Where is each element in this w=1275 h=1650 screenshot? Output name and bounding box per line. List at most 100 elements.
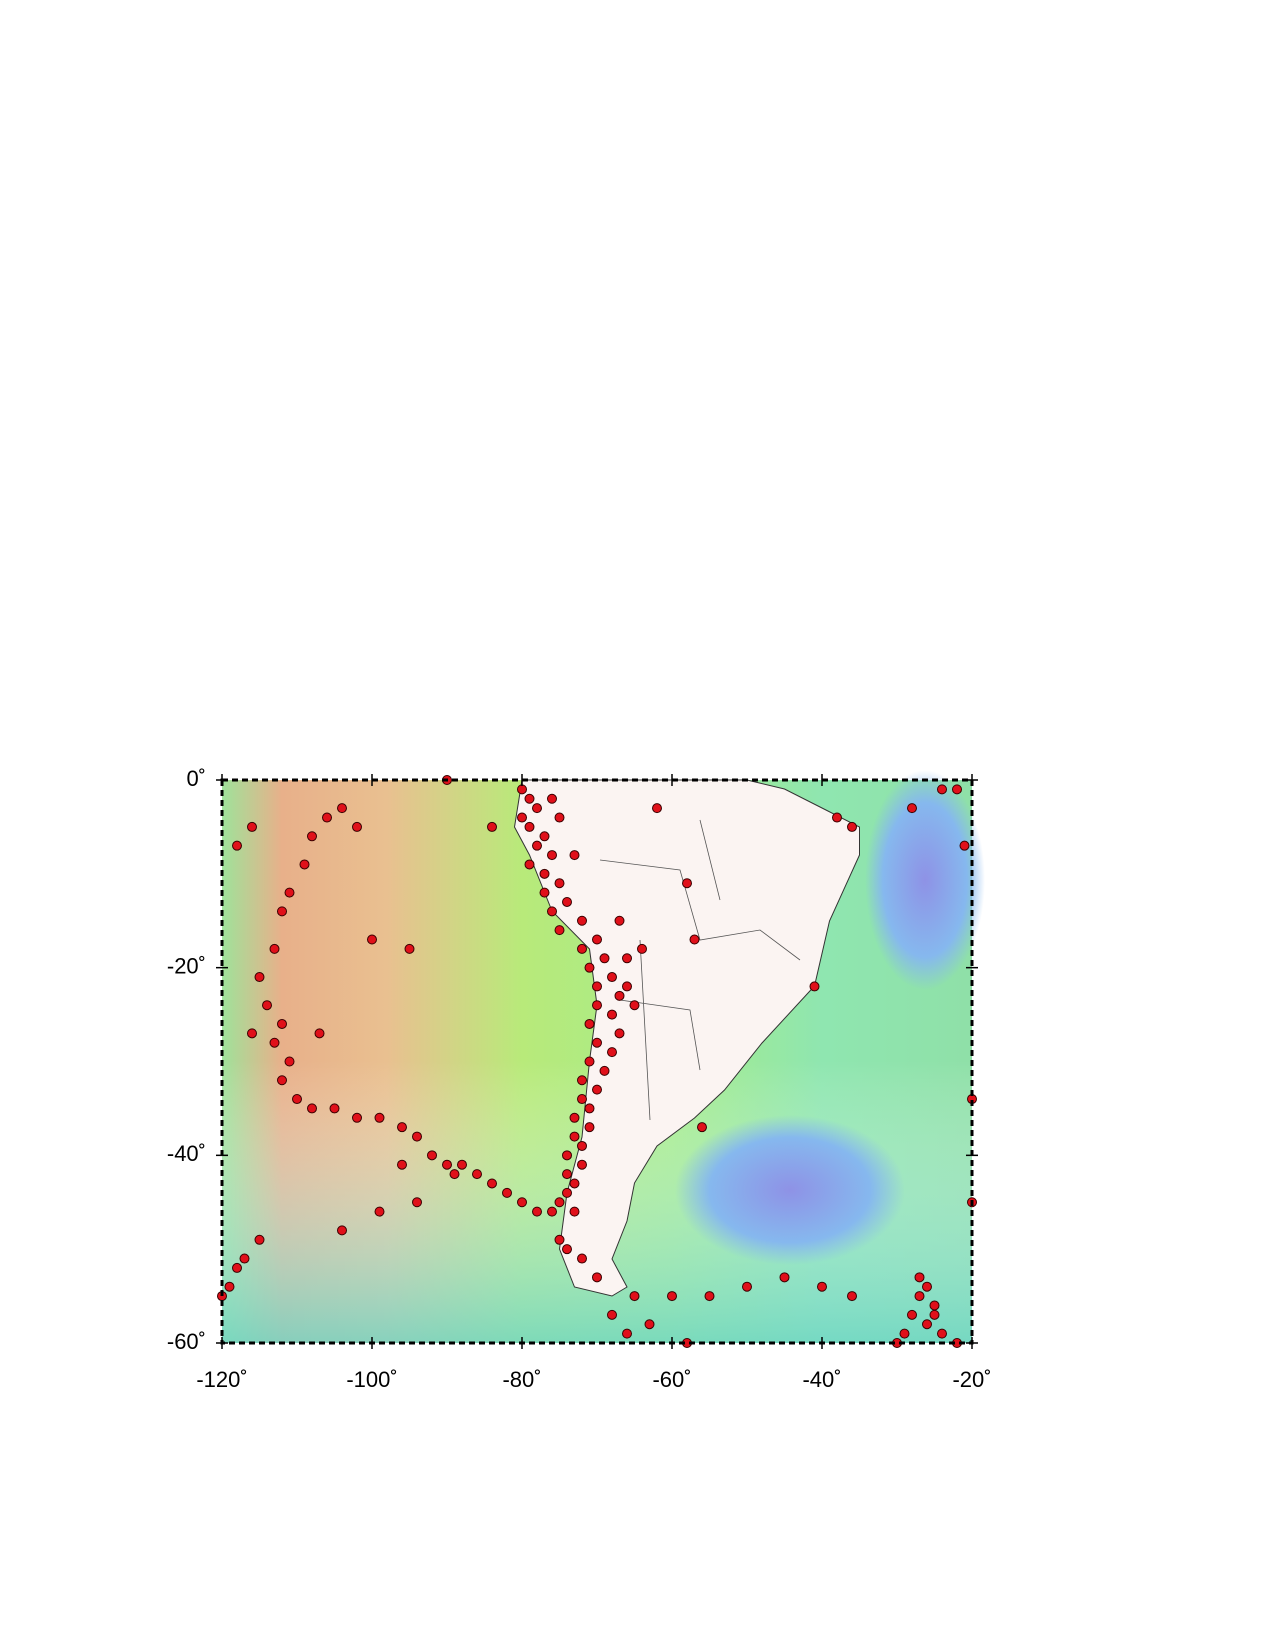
earthquake <box>742 1281 752 1292</box>
earthquake <box>569 1178 580 1189</box>
earthquake <box>832 812 842 823</box>
earthquake <box>614 915 625 926</box>
earthquake <box>554 878 565 889</box>
y-tick-label: -20˚ <box>167 953 206 978</box>
earthquake <box>847 1291 857 1302</box>
earthquake <box>314 1028 325 1039</box>
earthquake <box>817 1281 827 1292</box>
earthquake <box>397 1122 407 1133</box>
map-background <box>222 770 985 1343</box>
earthquake <box>622 953 632 964</box>
earthquake <box>277 906 287 917</box>
earthquake <box>539 831 550 842</box>
earthquake <box>254 972 265 983</box>
earthquake <box>374 1112 385 1123</box>
earthquake <box>622 1328 632 1339</box>
x-tick-label: -80˚ <box>502 1367 541 1392</box>
earthquake <box>607 972 617 983</box>
earthquake <box>914 1272 925 1283</box>
earthquake <box>644 1319 655 1330</box>
earthquake <box>554 1234 565 1245</box>
earthquake <box>577 943 587 954</box>
earthquake <box>449 1169 460 1180</box>
earthquake <box>629 1000 640 1011</box>
earthquake <box>517 784 527 795</box>
earthquake <box>637 943 647 954</box>
earthquake <box>502 1187 512 1198</box>
earthquake <box>554 925 565 936</box>
earthquake <box>599 1065 610 1076</box>
earthquake <box>667 1291 677 1302</box>
earthquake <box>547 1206 557 1217</box>
earthquake <box>284 1056 295 1067</box>
earthquake <box>404 943 415 954</box>
earthquake <box>457 1159 467 1170</box>
earthquake <box>554 1197 565 1208</box>
earthquake <box>652 803 662 814</box>
earthquake <box>899 1328 910 1339</box>
earthquake <box>329 1103 340 1114</box>
earthquake <box>412 1197 422 1208</box>
earthquake <box>539 887 550 898</box>
earthquake <box>539 868 550 879</box>
earthquake <box>547 850 557 861</box>
earthquake <box>577 1159 587 1170</box>
earthquake <box>907 803 917 814</box>
earthquake <box>269 1037 280 1048</box>
earthquake <box>584 1122 595 1133</box>
earthquake <box>569 1112 580 1123</box>
earthquake <box>577 915 587 926</box>
earthquake <box>374 1206 385 1217</box>
earthquake <box>224 1281 235 1292</box>
map-frame <box>220 778 974 1345</box>
earthquake <box>232 1262 242 1273</box>
earthquake <box>584 1018 595 1029</box>
earthquake <box>929 1309 940 1320</box>
earthquake <box>704 1291 715 1302</box>
earthquake <box>937 1328 947 1339</box>
earthquake <box>922 1319 932 1330</box>
earthquake <box>277 1075 287 1086</box>
earthquake <box>569 850 580 861</box>
earthquake <box>607 1009 617 1020</box>
earthquake <box>569 1206 580 1217</box>
earthquake <box>487 821 497 832</box>
earthquake <box>554 812 565 823</box>
x-tick-label: -100˚ <box>346 1367 397 1392</box>
earthquake <box>914 1291 925 1302</box>
earthquake <box>847 821 857 832</box>
earthquake <box>809 981 820 992</box>
earthquake <box>547 793 557 804</box>
earthquake <box>307 831 317 842</box>
x-tick-label: -40˚ <box>802 1367 841 1392</box>
earthquake <box>952 784 962 795</box>
earthquake <box>367 934 377 945</box>
earthquake <box>614 1028 625 1039</box>
earthquake <box>937 784 947 795</box>
x-tick-label: -20˚ <box>952 1367 991 1392</box>
earthquake <box>337 1225 347 1236</box>
earthquake <box>352 1112 362 1123</box>
earthquake <box>307 1103 317 1114</box>
earthquake <box>427 1150 437 1161</box>
earthquake <box>254 1234 265 1245</box>
earthquake <box>922 1281 932 1292</box>
earthquake <box>779 1272 790 1283</box>
earthquake <box>959 840 970 851</box>
y-tick-label: -40˚ <box>167 1141 206 1166</box>
earthquake <box>524 859 535 870</box>
earthquake <box>592 1272 602 1283</box>
earthquake <box>299 859 310 870</box>
earthquake <box>532 1206 542 1217</box>
earthquake <box>562 1169 572 1180</box>
earthquake <box>487 1178 497 1189</box>
earthquake <box>532 840 542 851</box>
earthquake <box>584 962 595 973</box>
earthquake <box>907 1309 917 1320</box>
earthquake <box>524 793 535 804</box>
earthquake <box>592 934 602 945</box>
earthquake <box>577 1075 587 1086</box>
y-tick-label: -60˚ <box>167 1329 206 1354</box>
earthquake <box>697 1122 707 1133</box>
